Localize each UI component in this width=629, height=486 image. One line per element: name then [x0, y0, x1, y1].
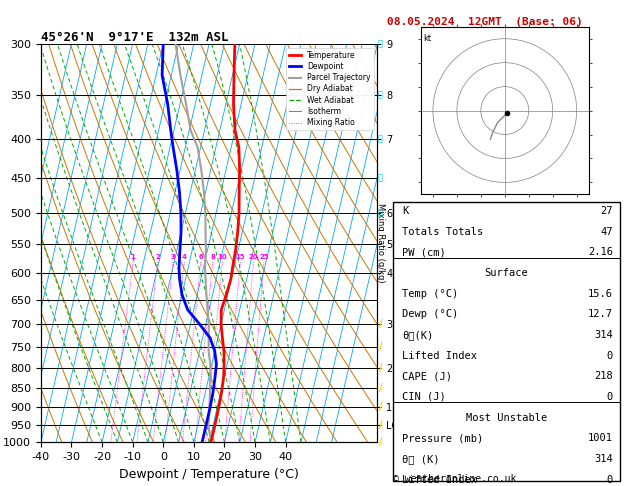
- Text: /: /: [379, 342, 382, 352]
- Text: /: /: [379, 319, 382, 329]
- Text: 45°26'N  9°17'E  132m ASL: 45°26'N 9°17'E 132m ASL: [41, 31, 228, 44]
- Text: θᴇ(K): θᴇ(K): [402, 330, 433, 340]
- Text: 12.7: 12.7: [587, 309, 613, 319]
- Text: Dewp (°C): Dewp (°C): [402, 309, 459, 319]
- Text: 1: 1: [131, 254, 135, 260]
- Text: 2: 2: [155, 254, 160, 260]
- Text: /: /: [379, 364, 382, 373]
- Text: θᴇ (K): θᴇ (K): [402, 454, 440, 464]
- Text: /: /: [379, 420, 382, 430]
- Text: Mixing Ratio (g/kg): Mixing Ratio (g/kg): [376, 203, 385, 283]
- Text: 3: 3: [170, 254, 175, 260]
- Text: PW (cm): PW (cm): [402, 247, 446, 257]
- Text: 0: 0: [606, 392, 613, 402]
- Text: 8: 8: [210, 254, 215, 260]
- Text: 08.05.2024  12GMT  (Base: 06): 08.05.2024 12GMT (Base: 06): [387, 17, 582, 27]
- Text: 25: 25: [259, 254, 269, 260]
- Text: /: /: [379, 383, 382, 394]
- Text: Most Unstable: Most Unstable: [465, 413, 547, 423]
- Text: 6: 6: [198, 254, 203, 260]
- X-axis label: Dewpoint / Temperature (°C): Dewpoint / Temperature (°C): [120, 468, 299, 481]
- FancyBboxPatch shape: [393, 202, 620, 481]
- Text: ⭥: ⭥: [378, 208, 383, 217]
- Text: ⭥: ⭥: [378, 90, 383, 99]
- Y-axis label: km
ASL: km ASL: [406, 243, 424, 264]
- Text: 10: 10: [218, 254, 227, 260]
- Text: K: K: [402, 206, 408, 216]
- Text: © weatheronline.co.uk: © weatheronline.co.uk: [393, 473, 516, 484]
- Text: 1001: 1001: [587, 434, 613, 443]
- Text: /: /: [379, 437, 382, 447]
- Legend: Temperature, Dewpoint, Parcel Trajectory, Dry Adiabat, Wet Adiabat, Isotherm, Mi: Temperature, Dewpoint, Parcel Trajectory…: [286, 48, 374, 130]
- Text: Temp (°C): Temp (°C): [402, 289, 459, 298]
- Text: Surface: Surface: [484, 268, 528, 278]
- Text: 4: 4: [182, 254, 187, 260]
- Text: CIN (J): CIN (J): [402, 392, 446, 402]
- Text: 0: 0: [606, 350, 613, 361]
- Text: 20: 20: [248, 254, 259, 260]
- Text: Lifted Index: Lifted Index: [402, 475, 477, 485]
- Text: CAPE (J): CAPE (J): [402, 371, 452, 382]
- Text: Lifted Index: Lifted Index: [402, 350, 477, 361]
- Text: /: /: [379, 402, 382, 413]
- Text: 15.6: 15.6: [587, 289, 613, 298]
- Text: 0: 0: [606, 475, 613, 485]
- Text: 314: 314: [594, 330, 613, 340]
- Text: 47: 47: [600, 226, 613, 237]
- Text: 2.16: 2.16: [587, 247, 613, 257]
- Text: ⭥: ⭥: [378, 39, 383, 48]
- Text: 218: 218: [594, 371, 613, 382]
- Text: Pressure (mb): Pressure (mb): [402, 434, 484, 443]
- Text: kt: kt: [423, 34, 431, 43]
- Text: 27: 27: [600, 206, 613, 216]
- Text: ⭥: ⭥: [378, 174, 383, 182]
- Text: 15: 15: [235, 254, 245, 260]
- Text: Totals Totals: Totals Totals: [402, 226, 484, 237]
- Text: 314: 314: [594, 454, 613, 464]
- Text: ⭥: ⭥: [378, 135, 383, 143]
